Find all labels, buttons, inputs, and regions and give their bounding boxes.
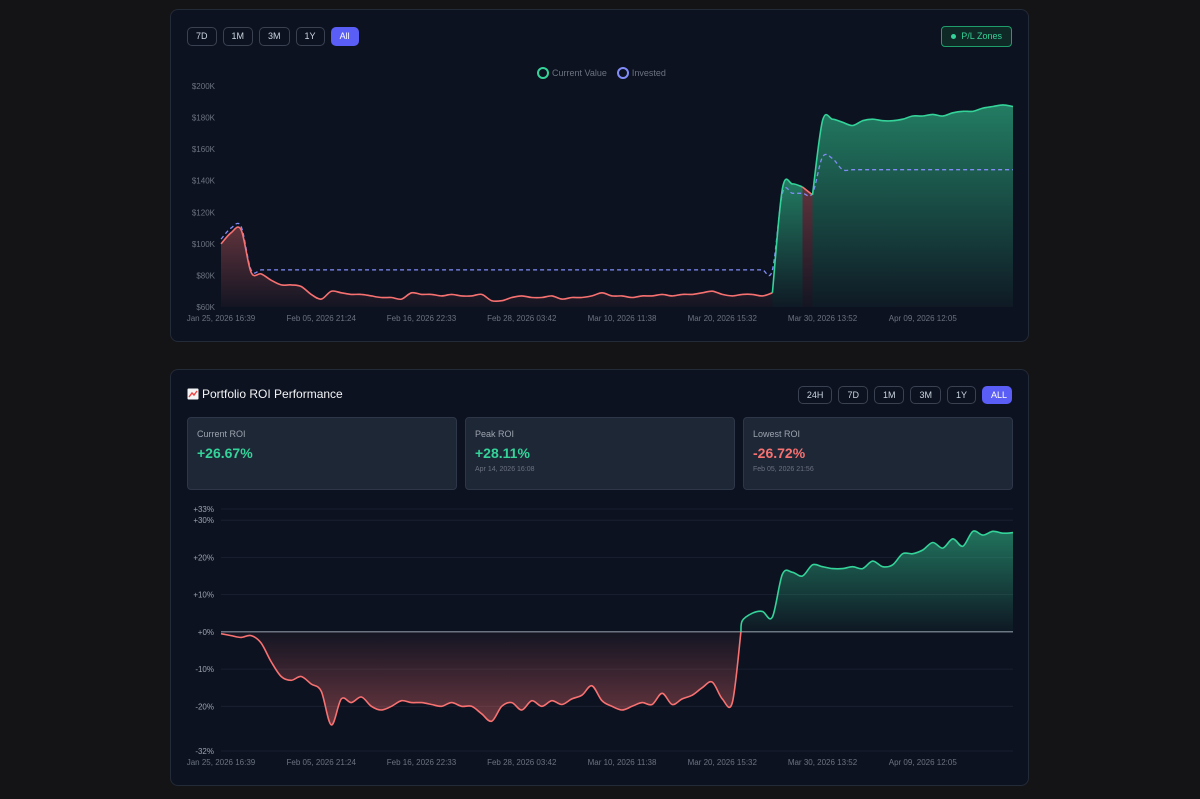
roi-card-title: Portfolio ROI Performance: [202, 387, 343, 401]
current-value-series-line: [771, 178, 803, 293]
roi-series-line: [740, 530, 1014, 633]
x-tick-label: Jan 25, 2026 16:39: [187, 758, 256, 767]
roi-card-header: Portfolio ROI Performance: [187, 387, 343, 401]
x-tick-label: Feb 28, 2026 03:42: [487, 758, 557, 767]
y-tick-label: $160K: [192, 145, 216, 154]
loss-zone-area: [802, 187, 813, 307]
peak-roi-date: Apr 14, 2026 16:08: [475, 466, 535, 473]
legend-item-invested[interactable]: Invested: [616, 67, 666, 79]
profit-zone-area: [812, 104, 1013, 308]
legend-label: Current Value: [552, 68, 607, 78]
lowest-roi-stat: Lowest ROI -26.72% Feb 05, 2026 21:56: [743, 417, 1013, 490]
legend-item-current-value[interactable]: Current Value: [537, 67, 607, 79]
y-tick-label: -20%: [195, 702, 214, 711]
lowest-roi-label: Lowest ROI: [753, 429, 801, 439]
y-tick-label: +0%: [198, 628, 214, 637]
peak-roi-value: +28.11%: [475, 445, 530, 461]
roi-range-all-button[interactable]: ALL: [982, 386, 1012, 404]
x-tick-label: Feb 16, 2026 22:33: [387, 314, 457, 323]
x-tick-label: Mar 10, 2026 11:38: [588, 314, 657, 323]
x-tick-label: Feb 16, 2026 22:33: [387, 758, 457, 767]
y-tick-label: $80K: [196, 271, 215, 280]
current-roi-value: +26.67%: [197, 445, 253, 461]
legend-current-value-circle-icon: [537, 67, 549, 79]
value-range-7d-button[interactable]: 7D: [187, 27, 217, 46]
value-range-1y-button[interactable]: 1Y: [295, 27, 325, 46]
value-range-selector: 7D 1M 3M 1Y All: [187, 27, 359, 46]
roi-chart[interactable]: +33% +30% +20% +10% +0% -10% -20% -32% Jan 25, 2…: [171, 370, 1030, 787]
roi-range-3m-button[interactable]: 3M: [910, 386, 941, 404]
pl-zones-toggle[interactable]: P/L Zones: [941, 26, 1012, 47]
value-range-all-button[interactable]: All: [330, 27, 359, 46]
y-tick-label: $100K: [192, 240, 216, 249]
portfolio-value-card: 7D 1M 3M 1Y All P/L Zones Current Value Inve…: [170, 9, 1029, 342]
y-tick-label: $120K: [192, 208, 216, 217]
peak-roi-stat: Peak ROI +28.11% Apr 14, 2026 16:08: [465, 417, 735, 490]
current-value-series-line: [220, 226, 773, 303]
x-tick-label: Mar 20, 2026 15:32: [688, 314, 758, 323]
x-tick-label: Apr 09, 2026 12:05: [889, 314, 958, 323]
x-tick-label: Feb 05, 2026 21:24: [287, 314, 357, 323]
x-tick-label: Mar 30, 2026 13:52: [788, 314, 858, 323]
y-tick-label: +33%: [193, 505, 214, 514]
y-tick-label: $140K: [192, 177, 216, 186]
portfolio-value-chart[interactable]: $200K $180K $160K $140K $120K $100K $80K $60K Ja…: [171, 10, 1030, 343]
loss-zone-area: [221, 227, 773, 307]
y-tick-label: $180K: [192, 114, 216, 123]
y-tick-label: +20%: [193, 553, 214, 562]
current-roi-label: Current ROI: [197, 429, 246, 439]
legend-invested-circle-icon: [616, 67, 629, 79]
y-tick-label: +10%: [193, 591, 214, 600]
pl-zones-label: P/L Zones: [961, 31, 1002, 41]
lowest-roi-value: -26.72%: [753, 445, 806, 461]
roi-range-selector: 24H 7D 1M 3M 1Y ALL: [797, 386, 1012, 404]
negative-roi-area: [221, 631, 741, 725]
x-tick-label: Mar 20, 2026 15:32: [688, 758, 758, 767]
y-tick-label: +30%: [193, 516, 214, 525]
x-tick-label: Jan 25, 2026 16:39: [187, 314, 256, 323]
pl-zones-dot-icon: [951, 34, 957, 39]
positive-roi-area: [740, 530, 1013, 632]
legend-label: Invested: [631, 68, 666, 78]
roi-range-7d-button[interactable]: 7D: [838, 386, 868, 404]
current-roi-stat: Current ROI +26.67%: [187, 417, 457, 490]
x-tick-label: Feb 28, 2026 03:42: [487, 314, 557, 323]
y-tick-label: $200K: [192, 82, 216, 91]
peak-roi-label: Peak ROI: [475, 429, 515, 439]
x-tick-label: Apr 09, 2026 12:05: [889, 758, 958, 767]
invested-series-line: [220, 153, 1013, 277]
value-range-1m-button[interactable]: 1M: [222, 27, 254, 46]
roi-series-line: [220, 631, 742, 726]
y-tick-label: -10%: [195, 665, 214, 674]
roi-performance-card: Portfolio ROI Performance 24H 7D 1M 3M 1Y ALL…: [170, 369, 1029, 786]
value-range-3m-button[interactable]: 3M: [259, 27, 290, 46]
x-tick-label: Mar 10, 2026 11:38: [588, 758, 657, 767]
lowest-roi-date: Feb 05, 2026 21:56: [753, 466, 814, 473]
y-tick-label: -32%: [195, 747, 214, 756]
chart-legend: Current Value Invested: [537, 67, 666, 79]
roi-range-1m-button[interactable]: 1M: [873, 386, 905, 404]
y-tick-label: $60K: [196, 303, 215, 312]
current-value-series-line: [811, 104, 1014, 196]
x-tick-label: Mar 30, 2026 13:52: [788, 758, 858, 767]
chart-icon: [187, 388, 199, 400]
roi-range-24h-button[interactable]: 24H: [797, 386, 833, 404]
roi-range-1y-button[interactable]: 1Y: [946, 386, 976, 404]
x-tick-label: Feb 05, 2026 21:24: [287, 758, 357, 767]
